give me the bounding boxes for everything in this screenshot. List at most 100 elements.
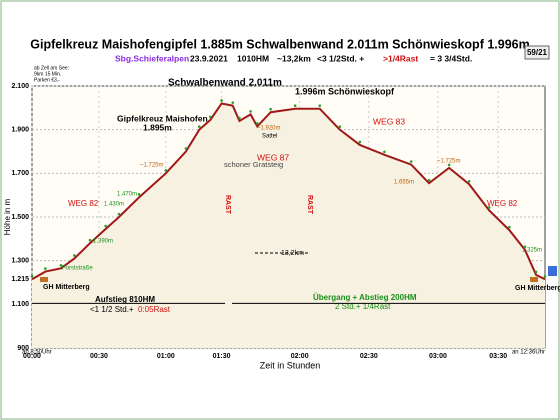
waypoint [73, 254, 76, 257]
waypoint [523, 245, 527, 249]
waypoint [59, 264, 63, 267]
x-tick-label: 03:30 [489, 353, 507, 360]
x-tick-label: 00:00 [23, 353, 41, 360]
waypoint [269, 107, 272, 111]
x-tick-label: 02:00 [291, 353, 309, 360]
annotation: GH Mitterberg [43, 284, 90, 291]
waypoint [447, 163, 451, 167]
annotation: 1.470m [117, 192, 137, 198]
annotation: 1.895m [143, 122, 172, 132]
waypoint [249, 110, 252, 113]
y-tick-label: 1.100 [11, 301, 29, 308]
waypoint [197, 125, 201, 128]
waypoint [543, 274, 547, 278]
annotation: schoner Gratsteig [224, 160, 283, 169]
subtitle-part: 1010HM [237, 53, 269, 63]
annotation: ~1.920m [257, 126, 281, 132]
profile-line [31, 102, 546, 281]
annotation: Schwalbenwand 2.011m [168, 78, 282, 89]
waypoint [338, 125, 342, 128]
x-tick-label: 03:00 [429, 353, 447, 360]
waypoint [293, 104, 297, 108]
note: Parken €3,- [34, 77, 60, 83]
start-label: ab 8:50Uhr [22, 350, 52, 356]
y-tick-label: 900 [17, 345, 29, 352]
annotation: 0:05Rast [138, 305, 171, 314]
annotation: Sattel [262, 134, 277, 140]
chart-title: Gipfelkreuz Maishofengipfel 1.885m Schwa… [30, 37, 529, 51]
waypoint [487, 206, 491, 209]
annotation: ~1.725m [437, 159, 461, 165]
area [32, 103, 545, 348]
subtitle-part: >1/4Rast [383, 53, 418, 63]
subtitle-part: <3 1/2Std. + [317, 53, 364, 63]
end-label: an 12:36Uhr [512, 350, 545, 356]
x-tick-label: 02:30 [360, 353, 378, 360]
waypoint [137, 193, 141, 196]
annotation: 1.430m [104, 202, 124, 208]
annotation: WEG 87 [257, 152, 289, 162]
waypoint [238, 116, 241, 120]
annotation: Übergang + Abstieg 200HM [313, 293, 417, 302]
annotation: 2 Std.+ 1/4Rast [335, 302, 391, 311]
waypoint [220, 99, 223, 102]
y-tick-label: 1.700 [11, 170, 29, 177]
x-tick-label: 01:00 [157, 353, 175, 360]
x-axis-label: Zeit in Stunden [260, 360, 321, 370]
y-tick-label: 1.300 [11, 258, 29, 265]
annotation: Gipfelkreuz Maishofen [117, 113, 208, 123]
note: ab Zell am See: [34, 65, 69, 71]
y-tick-label: 1.900 [11, 127, 29, 134]
x-tick-label: 01:30 [213, 353, 231, 360]
x-tick-label: 00:30 [90, 353, 108, 360]
waypoint [358, 140, 362, 144]
annotation: GH Mitterberg [515, 285, 560, 292]
waypoint [231, 101, 235, 104]
annotation: 1.390m [93, 239, 113, 245]
hut-start [40, 277, 48, 282]
waypoint [117, 212, 121, 216]
badge: 59/21 [527, 48, 548, 57]
waypoint [44, 267, 47, 270]
y-tick-label: 1.500 [11, 214, 29, 221]
annotation: <1 1/2 Std.+ [90, 305, 134, 314]
subtitle-part: = 3 3/4Std. [430, 53, 472, 63]
waypoint [88, 238, 92, 242]
note: 9km 15 Min. [34, 71, 61, 77]
annotation: Forststraße [62, 266, 93, 272]
waypoint [534, 270, 538, 274]
waypoint [30, 274, 34, 278]
annotation: WEG 82 [487, 199, 518, 208]
y-axis-label: Höhe in m [3, 198, 12, 235]
waypoint [383, 150, 386, 154]
waypoint [508, 225, 511, 229]
waypoint [318, 104, 322, 108]
waypoint [209, 115, 212, 119]
annotation: 1.325m [522, 248, 542, 254]
y-tick-label: 1.215 [11, 276, 29, 283]
annotation: RAST [224, 195, 231, 215]
subtitle-part: ~13,2km [277, 53, 311, 63]
y-tick-label: 2.100 [11, 83, 29, 90]
annotation: 1.655m [394, 180, 414, 186]
waypoint [409, 160, 413, 163]
waypoint [164, 169, 168, 172]
annotation: WEG 82 [68, 199, 99, 208]
waypoint [104, 224, 107, 228]
annotation: 1.996m Schönwieskopf [295, 86, 395, 96]
badge-box [524, 45, 550, 60]
annotation: ~1.725m [140, 163, 164, 169]
subtitle-part: Sbg.Schieferalpen [115, 53, 189, 63]
waypoint [427, 178, 431, 182]
subtitle-part: 23.9.2021 [190, 53, 228, 63]
waypoint [467, 179, 471, 183]
parking-sign [548, 266, 557, 276]
annotation: RAST [306, 195, 313, 215]
annotation: WEG 83 [373, 116, 405, 126]
hut-end [530, 277, 538, 282]
waypoint [255, 122, 259, 125]
annotation: Aufstieg 810HM [95, 295, 155, 304]
waypoint [184, 147, 188, 150]
